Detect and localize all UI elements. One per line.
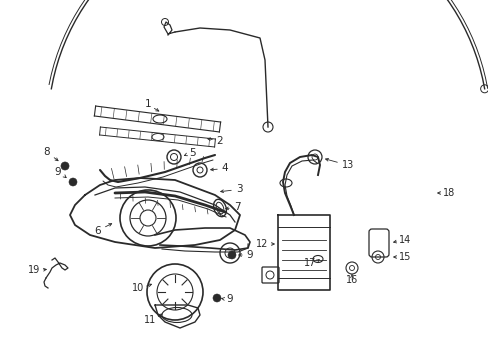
Circle shape (227, 251, 236, 259)
Text: 2: 2 (216, 136, 223, 146)
Text: 19: 19 (28, 265, 40, 275)
Text: 17: 17 (303, 258, 316, 268)
Text: 12: 12 (255, 239, 267, 249)
Circle shape (61, 162, 69, 170)
Circle shape (213, 294, 221, 302)
Text: 9: 9 (226, 294, 233, 304)
Text: 4: 4 (221, 163, 228, 173)
Text: 14: 14 (398, 235, 410, 245)
Text: 18: 18 (442, 188, 454, 198)
Text: 8: 8 (43, 147, 50, 157)
Text: 6: 6 (95, 226, 101, 236)
Text: 11: 11 (143, 315, 156, 325)
Text: 9: 9 (55, 167, 61, 177)
Text: 13: 13 (341, 160, 353, 170)
Text: 15: 15 (398, 252, 410, 262)
Text: 1: 1 (144, 99, 151, 109)
Text: 10: 10 (132, 283, 144, 293)
Text: 3: 3 (235, 184, 242, 194)
Text: 5: 5 (189, 148, 196, 158)
Circle shape (69, 178, 77, 186)
Text: 9: 9 (246, 250, 253, 260)
Text: 16: 16 (345, 275, 357, 285)
Text: 7: 7 (233, 202, 240, 212)
